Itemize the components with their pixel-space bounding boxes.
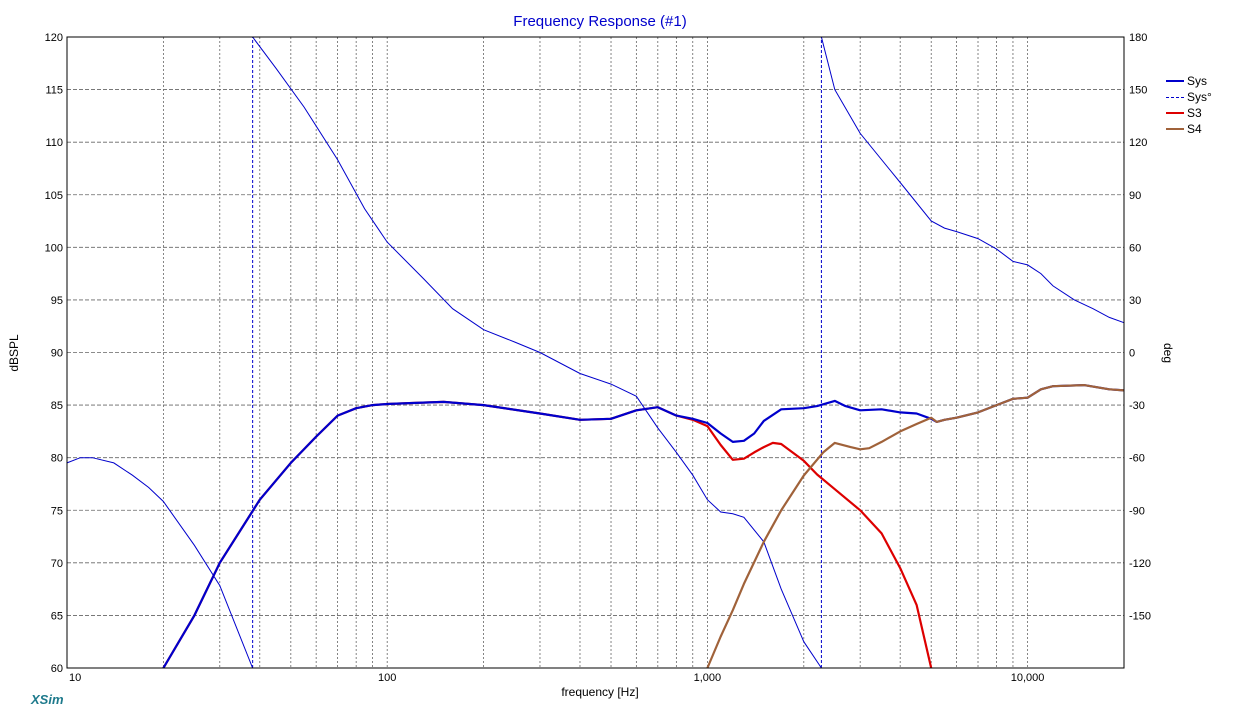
y-left-tick-label: 90: [51, 348, 63, 360]
y-left-tick-label: 80: [51, 453, 63, 465]
x-tick-label: 100: [378, 672, 396, 684]
legend-swatch-s4: [1166, 128, 1184, 130]
y-right-tick-label: 0: [1129, 348, 1135, 360]
series-sys-line: [66, 457, 254, 669]
y-right-tick-label: 150: [1129, 85, 1147, 97]
y-right-tick-label: 90: [1129, 190, 1141, 202]
legend-item-sys-phase: Sys°: [1166, 89, 1212, 105]
grid: [67, 37, 1124, 668]
y-right-tick-label: 120: [1129, 137, 1147, 149]
legend-item-s3: S3: [1166, 105, 1212, 121]
legend-swatch-sys-phase: [1166, 96, 1184, 98]
chart-title: Frequency Response (#1): [513, 13, 687, 30]
x-tick-label: 10: [69, 672, 81, 684]
series-s3-line: [162, 400, 933, 669]
legend-label-sys: Sys: [1187, 74, 1208, 88]
y-left-tick-label: 115: [45, 85, 63, 97]
y-right-tick-label: 30: [1129, 295, 1141, 307]
y-left-tick-label: 105: [45, 190, 63, 202]
x-tick-label: 1,000: [694, 672, 722, 684]
y-right-tick-label: 60: [1129, 242, 1141, 254]
y-right-tick-label: -90: [1129, 505, 1145, 517]
xsim-logo: XSim: [31, 692, 64, 707]
x-tick-label: 10,000: [1011, 672, 1045, 684]
y-left-tick-label: 75: [51, 505, 63, 517]
y-right-tick-label: 180: [1129, 32, 1147, 44]
y-left-tick-label: 60: [51, 663, 63, 675]
legend-label-sys-phase: Sys°: [1187, 90, 1212, 104]
legend-swatch-s3: [1166, 112, 1184, 114]
y-left-tick-label: 65: [51, 610, 63, 622]
tick-labels: 6065707580859095100105110115120-150-120-…: [45, 32, 1151, 684]
y-left-tick-label: 95: [51, 295, 63, 307]
series-sys-line: [252, 36, 822, 669]
series-sys-line: [820, 36, 1125, 324]
y-right-tick-label: -120: [1129, 558, 1151, 570]
legend-label-s3: S3: [1187, 106, 1202, 120]
y-right-tick-label: -60: [1129, 453, 1145, 465]
legend-swatch-sys: [1166, 80, 1184, 82]
legend-item-s4: S4: [1166, 121, 1212, 137]
y-right-tick-label: -150: [1129, 610, 1151, 622]
x-axis-label: frequency [Hz]: [561, 685, 639, 699]
y-left-tick-label: 110: [45, 137, 63, 149]
y-left-tick-label: 120: [45, 32, 63, 44]
series-lines: [66, 36, 1125, 669]
y-left-tick-label: 85: [51, 400, 63, 412]
series-s4-line: [706, 384, 1125, 669]
y-right-tick-label: -30: [1129, 400, 1145, 412]
series-sys-line: [162, 384, 1125, 669]
y-left-tick-label: 100: [45, 242, 63, 254]
y-axis-right-label: deg: [1161, 342, 1175, 364]
y-left-tick-label: 70: [51, 558, 63, 570]
y-axis-left-label: dBSPL: [7, 334, 21, 372]
legend-label-s4: S4: [1187, 122, 1202, 136]
legend-item-sys: Sys: [1166, 73, 1212, 89]
plot-area-frame: [66, 36, 1125, 669]
legend: Sys Sys° S3 S4: [1166, 73, 1212, 137]
